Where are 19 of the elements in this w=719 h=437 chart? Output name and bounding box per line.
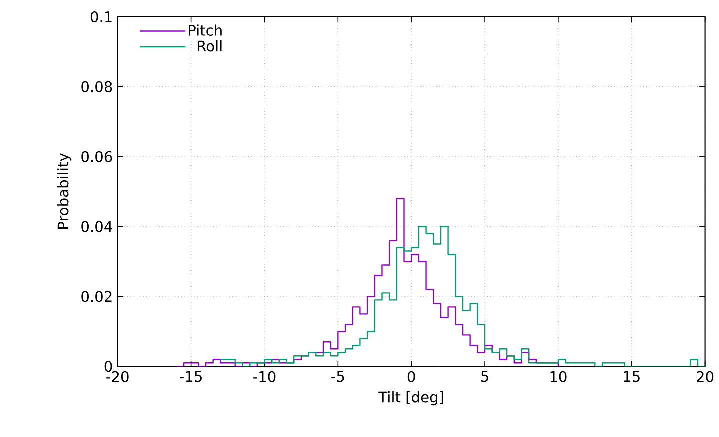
y-tick-label: 0.06 [82,152,112,163]
y-tick-label: 0.02 [82,291,112,302]
x-axis-title: Tilt [deg] [378,392,444,406]
y-tick-label: 0.1 [90,12,112,23]
y-tick-label: 0.04 [82,221,112,233]
y-tick-label: 0 [104,361,112,372]
y-tick-label: 0.08 [82,82,112,93]
x-tick-label: -5 [332,372,344,382]
x-tick-label: 5 [481,372,488,382]
x-tick-label: -15 [180,372,202,382]
x-tick-label: 10 [550,372,567,383]
x-tick-label: -10 [254,372,276,383]
legend-label: Roll [198,40,222,52]
x-tick-label: 0 [408,372,416,383]
legend-label: Pitch [189,24,222,36]
x-tick-label: 15 [624,372,640,382]
y-axis-title: Probability [57,154,72,230]
x-tick-label: -20 [106,372,129,383]
x-tick-label: 20 [697,372,714,383]
